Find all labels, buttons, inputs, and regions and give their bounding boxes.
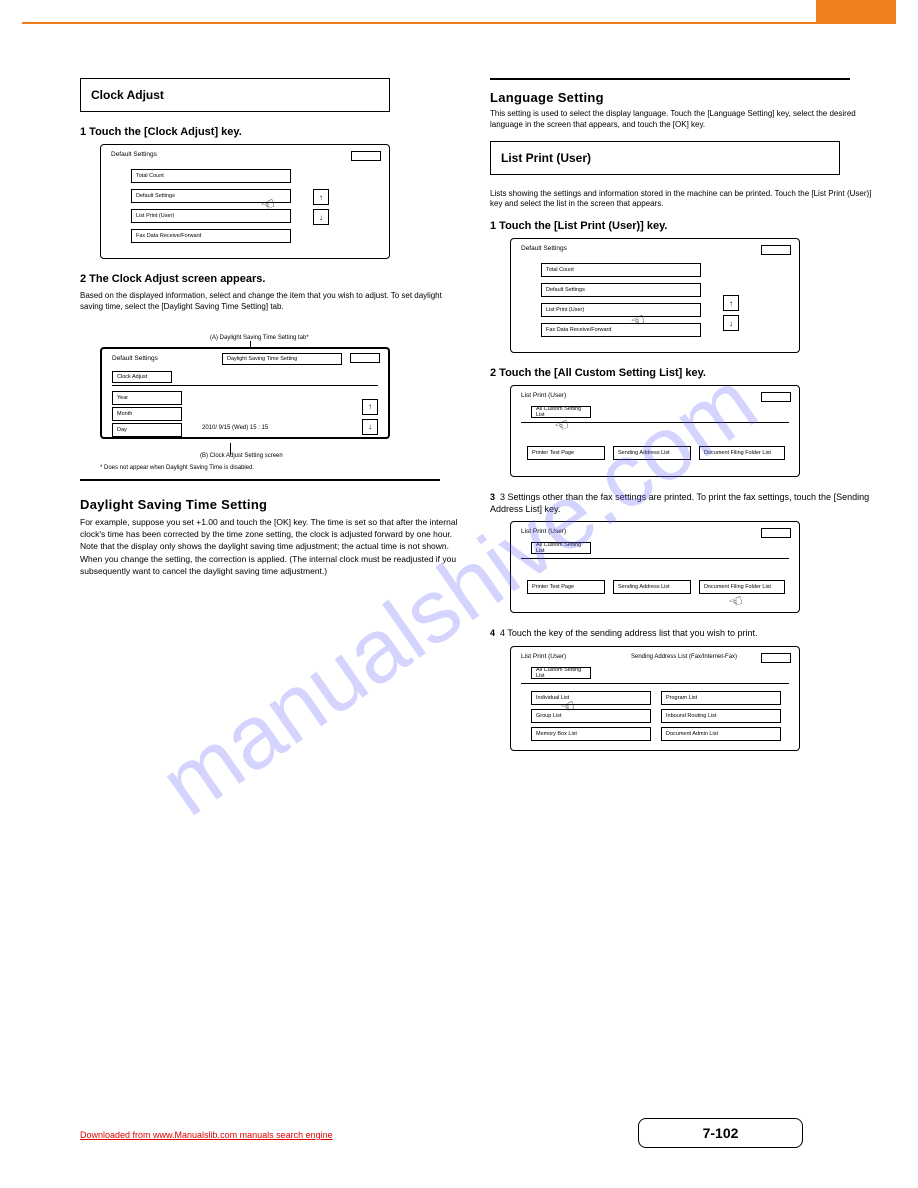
screen-title: List Print (User)	[521, 528, 566, 535]
footer-page-number: 7-102	[638, 1118, 803, 1148]
section-title: Clock Adjust	[91, 88, 164, 102]
menu-row[interactable]: Total Count	[541, 263, 701, 277]
back-button[interactable]	[761, 653, 791, 663]
callout-line	[230, 443, 231, 455]
screen-title: Default Settings	[521, 245, 567, 252]
inbound-routing-button[interactable]: Inbound Routing List	[661, 709, 781, 723]
screen-title: List Print (User)	[521, 653, 566, 660]
down-arrow-icon[interactable]: ↓	[723, 315, 739, 331]
doc-filing-folder-button[interactable]: Document Filing Folder List	[699, 446, 785, 460]
screen-list-print-menu: Default Settings Total Count Default Set…	[510, 238, 800, 353]
step-2-right: 2 Touch the [All Custom Setting List] ke…	[490, 367, 875, 379]
divider	[521, 683, 789, 684]
individual-list-button[interactable]: Individual List	[531, 691, 651, 705]
year-button[interactable]: Year	[112, 391, 182, 405]
menu-row[interactable]: Fax Data Receive/Forward	[131, 229, 291, 243]
menu-row[interactable]: Total Count	[131, 169, 291, 183]
screen-sending-address-list: List Print (User) Sending Address List (…	[510, 646, 800, 751]
menu-row[interactable]: Default Settings	[541, 283, 701, 297]
exit-button[interactable]	[351, 151, 381, 161]
language-body: This setting is used to select the displ…	[490, 109, 875, 131]
breadcrumb-path: Sending Address List (Fax/Internet-Fax)	[631, 654, 737, 660]
screen-list-print-options: List Print (User) All Custom Setting Lis…	[510, 385, 800, 477]
screen-list-print-options-2: List Print (User) All Custom Setting Lis…	[510, 521, 800, 613]
document-admin-button[interactable]: Document Admin List	[661, 727, 781, 741]
down-arrow-icon[interactable]: ↓	[362, 419, 378, 435]
subtitle-label: Clock Adjust	[112, 371, 172, 383]
all-custom-setting-tab[interactable]: All Custom Setting List	[531, 667, 591, 679]
screen-clock-adjust-settings: Default Settings Daylight Saving Time Se…	[100, 347, 390, 439]
step-2-left: 2 The Clock Adjust screen appears.	[80, 273, 465, 285]
divider	[521, 422, 789, 423]
language-heading: Language Setting	[490, 90, 875, 105]
para-2-left: Based on the displayed information, sele…	[80, 291, 465, 313]
divider	[521, 558, 789, 559]
sending-address-list-button[interactable]: Sending Address List	[613, 580, 691, 594]
menu-row[interactable]: Fax Data Receive/Forward	[541, 323, 701, 337]
date-display: 2010/ 9/15 (Wed) 15 : 15	[202, 425, 268, 431]
up-arrow-icon[interactable]: ↑	[313, 189, 329, 205]
right-column: Language Setting This setting is used to…	[490, 78, 875, 765]
screen-title: Default Settings	[111, 151, 157, 158]
heavy-rule	[490, 78, 850, 80]
exit-button[interactable]	[761, 245, 791, 255]
divider	[112, 385, 378, 386]
all-custom-setting-tab[interactable]: All Custom Setting List	[531, 542, 591, 554]
printer-test-page-button[interactable]: Printer Test Page	[527, 580, 605, 594]
callout-b: (B) Clock Adjust Setting screen	[200, 453, 465, 459]
up-arrow-icon[interactable]: ↑	[362, 399, 378, 415]
memory-box-button[interactable]: Memory Box List	[531, 727, 651, 741]
up-arrow-icon[interactable]: ↑	[723, 295, 739, 311]
left-column: Clock Adjust 1 Touch the [Clock Adjust] …	[80, 78, 465, 587]
section-heading-list-print: List Print (User)	[490, 141, 840, 175]
step-1-left: 1 Touch the [Clock Adjust] key.	[80, 126, 465, 138]
screen-clock-adjust-menu: Default Settings Total Count Default Set…	[100, 144, 390, 259]
section-title: List Print (User)	[501, 151, 591, 165]
footnote: * Does not appear when Daylight Saving T…	[100, 465, 465, 471]
step-1-right: 1 Touch the [List Print (User)] key.	[490, 220, 875, 232]
ok-button[interactable]	[350, 353, 380, 363]
doc-filing-folder-button[interactable]: Document Filing Folder List	[699, 580, 785, 594]
month-button[interactable]: Month	[112, 407, 182, 421]
step-4-right: 4 4 Touch the key of the sending address…	[490, 627, 875, 639]
daylight-saving-body: For example, suppose you set +1.00 and t…	[80, 516, 465, 578]
program-list-button[interactable]: Program List	[661, 691, 781, 705]
back-button[interactable]	[761, 392, 791, 402]
daylight-tab[interactable]: Daylight Saving Time Setting	[222, 353, 342, 365]
screen-title: List Print (User)	[521, 392, 566, 399]
sending-address-list-button[interactable]: Sending Address List	[613, 446, 691, 460]
list-print-body: Lists showing the settings and informati…	[490, 189, 875, 211]
callout-a: (A) Daylight Saving Time Setting tab*	[210, 335, 465, 341]
footer-source-link[interactable]: Downloaded from www.Manualslib.com manua…	[80, 1130, 333, 1140]
section-heading-clock-adjust: Clock Adjust	[80, 78, 390, 112]
daylight-saving-heading: Daylight Saving Time Setting	[80, 497, 465, 512]
menu-row[interactable]: List Print (User)	[541, 303, 701, 317]
day-button[interactable]: Day	[112, 423, 182, 437]
printer-test-page-button[interactable]: Printer Test Page	[527, 446, 605, 460]
back-button[interactable]	[761, 528, 791, 538]
group-list-button[interactable]: Group List	[531, 709, 651, 723]
down-arrow-icon[interactable]: ↓	[313, 209, 329, 225]
header-orange-rule	[22, 22, 896, 24]
step-3-right: 3 3 Settings other than the fax settings…	[490, 491, 875, 515]
screen-title: Default Settings	[112, 355, 158, 362]
header-orange-tab	[816, 0, 896, 22]
heavy-rule	[80, 479, 440, 481]
